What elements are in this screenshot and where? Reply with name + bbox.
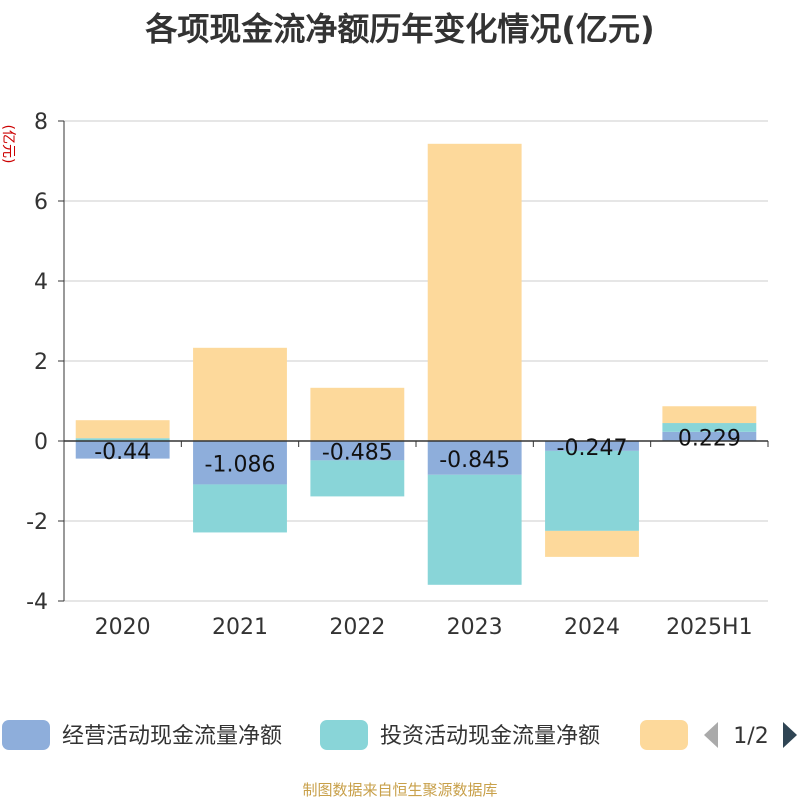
data-label: -0.44: [94, 440, 151, 465]
axes: -4 -2 0 2 4 6 8 2020 2021 2022 2023 2024 2025H1: [26, 110, 769, 640]
data-label: -0.845: [439, 448, 510, 473]
data-source-note: 制图数据来自恒生聚源数据库: [302, 781, 498, 799]
bar-series2-2023: [427, 474, 522, 585]
grid-lines: [64, 120, 768, 602]
legend-page-indicator: 1/2: [733, 724, 768, 749]
bar-series3-2022: [310, 387, 405, 441]
x-tick-label: 2024: [564, 615, 620, 640]
y-tick-label: 0: [34, 430, 48, 455]
value-labels: -0.44 -1.086 -0.485 -0.845 -0.247 0.229: [94, 426, 741, 477]
bar-series2-2020: [75, 438, 170, 441]
x-tick-label: 2023: [447, 615, 503, 640]
bar-series3-2024: [545, 530, 639, 557]
data-label: -0.485: [322, 441, 393, 466]
legend-prev-page-icon[interactable]: [704, 722, 718, 748]
bar-series1-2020: [75, 441, 170, 459]
bar-series3-2025H1: [662, 406, 757, 424]
legend: 经营活动现金流量净额 投资活动现金流量净额 1/2: [2, 720, 797, 750]
legend-swatch: [2, 720, 50, 750]
bar-series2-2024: [545, 450, 639, 531]
y-tick-label: -2: [26, 510, 48, 535]
bar-series1-2021: [193, 441, 287, 485]
x-tick-label: 2020: [95, 615, 151, 640]
legend-label: 经营活动现金流量净额: [62, 724, 282, 749]
y-tick-label: 6: [34, 190, 48, 215]
legend-next-page-icon[interactable]: [783, 722, 797, 748]
bar-series1-2025H1: [662, 431, 757, 441]
legend-label: 投资活动现金流量净额: [380, 724, 600, 749]
y-tick-label: 4: [34, 270, 48, 295]
bar-series2-2021: [193, 484, 287, 533]
chart-title: 各项现金流净额历年变化情况(亿元): [145, 10, 655, 48]
y-tick-label: 2: [34, 350, 48, 375]
x-tick-label: 2022: [329, 615, 385, 640]
data-label: -0.247: [557, 436, 628, 461]
y-tick-label: -4: [26, 590, 48, 615]
bar-series3-2020: [75, 420, 170, 439]
bars: [75, 143, 757, 585]
bar-series1-2022: [310, 441, 405, 461]
bar-series2-2022: [310, 460, 405, 497]
bar-series2-2025H1: [662, 423, 757, 432]
data-label: -1.086: [205, 453, 276, 478]
bar-series3-2021: [193, 347, 287, 441]
data-label: 0.229: [678, 426, 741, 451]
legend-swatch: [320, 720, 368, 750]
y-tick-label: 8: [34, 110, 48, 135]
legend-swatch: [640, 720, 688, 750]
x-tick-label: 2021: [212, 615, 268, 640]
y-axis-unit-label: (亿元): [0, 125, 16, 164]
bar-series3-2023: [427, 143, 522, 442]
bar-series1-2023: [427, 441, 522, 475]
x-tick-label: 2025H1: [666, 615, 753, 640]
bar-series1-2024: [545, 441, 639, 451]
